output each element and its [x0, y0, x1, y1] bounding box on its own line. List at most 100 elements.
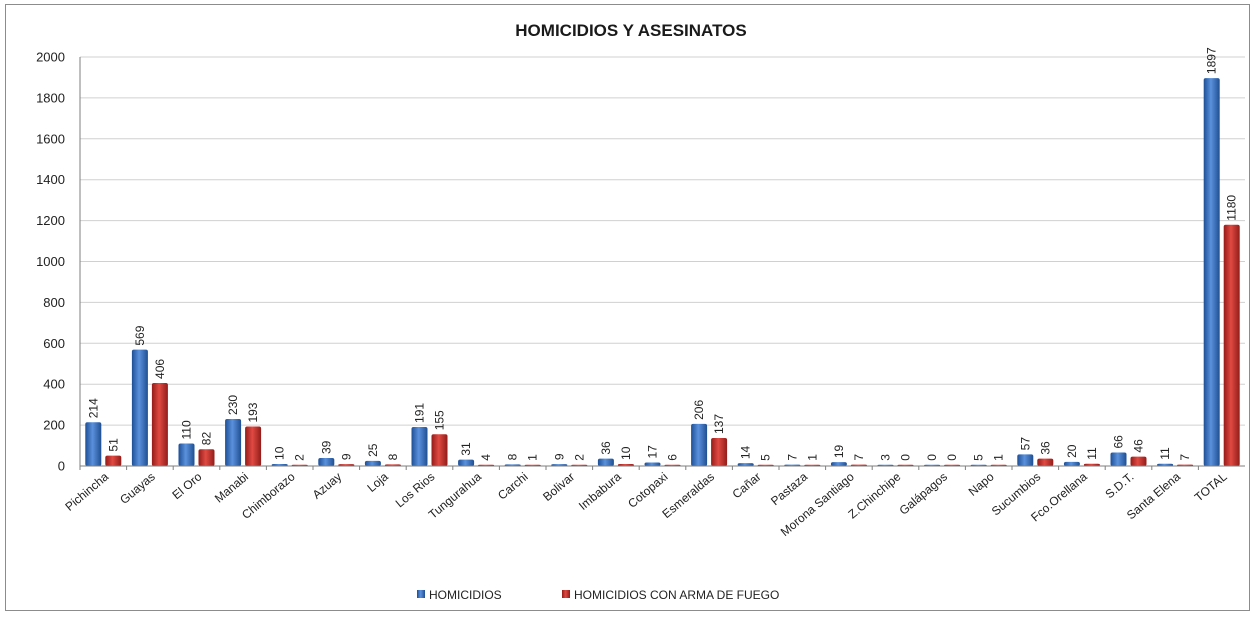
bar-homicidios: [644, 462, 661, 466]
bar-homicidios: [1157, 463, 1174, 466]
bar-homicidios: [178, 443, 195, 466]
data-label-homicidios: 20: [1065, 444, 1079, 458]
x-tick-label: Azuay: [310, 470, 345, 502]
x-tick-label: Bolivar: [540, 470, 577, 504]
data-label-arma-fuego: 0: [899, 454, 913, 461]
data-label-homicidios: 8: [506, 453, 520, 460]
data-label-homicidios: 36: [599, 441, 613, 455]
data-label-arma-fuego: 7: [852, 454, 866, 461]
data-label-homicidios: 39: [319, 440, 333, 454]
bar-homicidios: [225, 418, 242, 466]
legend-label-arma-fuego: HOMICIDIOS CON ARMA DE FUEGO: [574, 588, 779, 602]
legend-swatch-homicidios: [417, 590, 425, 598]
x-tick-label: Pichincha: [62, 469, 111, 513]
data-label-homicidios: 66: [1112, 435, 1126, 449]
data-label-homicidios: 57: [1018, 437, 1032, 451]
chart-frame: [5, 4, 1250, 611]
y-tick-label: 0: [58, 459, 65, 474]
data-label-arma-fuego: 10: [619, 446, 633, 460]
bar-homicidios: [458, 459, 475, 466]
bars: [85, 78, 1240, 466]
data-label-homicidios: 230: [226, 395, 240, 415]
data-label-arma-fuego: 9: [339, 453, 353, 460]
data-label-arma-fuego: 46: [1132, 439, 1146, 453]
data-label-homicidios: 191: [413, 403, 427, 423]
x-tick-label: Esmeraldas: [659, 470, 717, 521]
y-tick-label: 800: [43, 295, 65, 310]
bar-homicidios: [318, 458, 335, 466]
data-label-arma-fuego: 2: [572, 454, 586, 461]
bar-homicidios: [691, 423, 708, 466]
data-label-arma-fuego: 7: [1178, 454, 1192, 461]
x-tick-label: Imbabura: [576, 469, 624, 513]
bar-arma-fuego: [245, 426, 262, 466]
y-tick-label: 200: [43, 418, 65, 433]
x-tick-label: Los Rios: [393, 470, 438, 511]
y-tick-label: 1200: [36, 213, 65, 228]
bar-homicidios: [271, 463, 288, 466]
bar-homicidios: [1203, 78, 1220, 466]
legend-swatch-arma-fuego: [562, 590, 570, 598]
bar-homicidios: [830, 462, 847, 466]
bar-arma-fuego: [711, 437, 728, 466]
x-tick-label: El Oro: [169, 469, 204, 502]
data-label-arma-fuego: 155: [433, 410, 447, 430]
data-label-arma-fuego: 1: [526, 454, 540, 461]
y-tick-label: 1000: [36, 254, 65, 269]
data-label-homicidios: 110: [180, 420, 194, 439]
data-label-arma-fuego: 6: [666, 454, 680, 461]
data-label-homicidios: 31: [459, 442, 473, 456]
data-label-arma-fuego: 1: [992, 454, 1006, 461]
data-label-homicidios: 9: [552, 453, 566, 460]
data-label-arma-fuego: 82: [200, 432, 214, 446]
bar-arma-fuego: [431, 434, 448, 466]
data-label-arma-fuego: 36: [1038, 441, 1052, 455]
chart-title: HOMICIDIOS Y ASESINATOS: [515, 21, 746, 40]
bar-homicidios: [1110, 452, 1127, 466]
data-label-homicidios: 11: [1158, 447, 1172, 460]
data-label-arma-fuego: 11: [1085, 447, 1099, 460]
data-label-homicidios: 3: [879, 454, 893, 461]
x-tick-label: Cañar: [730, 470, 764, 502]
bar-homicidios: [1063, 461, 1080, 466]
gridlines: [80, 56, 1245, 426]
data-label-arma-fuego: 8: [386, 453, 400, 460]
bar-homicidios: [1017, 454, 1034, 466]
legend-label-homicidios: HOMICIDIOS: [429, 588, 502, 602]
data-label-arma-fuego: 193: [246, 402, 260, 422]
x-tick-label: Carchi: [495, 470, 531, 503]
y-tick-label: 1600: [36, 131, 65, 146]
bar-homicidios: [131, 349, 148, 466]
data-label-homicidios: 569: [133, 325, 147, 345]
bar-homicidios: [411, 426, 428, 466]
data-label-homicidios: 1897: [1205, 47, 1219, 74]
bar-arma-fuego: [1037, 458, 1054, 466]
data-label-arma-fuego: 406: [153, 359, 167, 379]
y-tick-label: 1800: [36, 90, 65, 105]
x-tick-label: Pastaza: [768, 469, 810, 508]
data-label-homicidios: 25: [366, 443, 380, 457]
x-tick-label: Galápagos: [897, 470, 950, 518]
x-tick-label: S.D.T.: [1102, 470, 1136, 502]
legend: HOMICIDIOS HOMICIDIOS CON ARMA DE FUEGO: [417, 588, 779, 602]
data-label-arma-fuego: 1: [805, 454, 819, 461]
bar-arma-fuego: [198, 449, 215, 466]
data-label-arma-fuego: 5: [759, 454, 773, 461]
x-tick-label: TOTAL: [1192, 469, 1230, 504]
bar-arma-fuego: [105, 455, 122, 466]
data-label-arma-fuego: 51: [106, 438, 120, 452]
data-label-arma-fuego: 1180: [1225, 195, 1239, 221]
bar-arma-fuego: [617, 463, 634, 466]
x-tick-label: Manabi: [212, 470, 251, 506]
data-label-arma-fuego: 137: [712, 414, 726, 434]
y-axis: 0 200 400 600 800 1000 1200 1400 1600 1800 2000: [36, 50, 81, 474]
y-tick-label: 2000: [36, 50, 65, 65]
data-label-homicidios: 17: [646, 445, 660, 459]
bar-arma-fuego: [1083, 463, 1100, 466]
bar-arma-fuego: [1130, 456, 1147, 466]
data-label-homicidios: 214: [86, 398, 100, 418]
y-tick-label: 600: [43, 336, 65, 351]
